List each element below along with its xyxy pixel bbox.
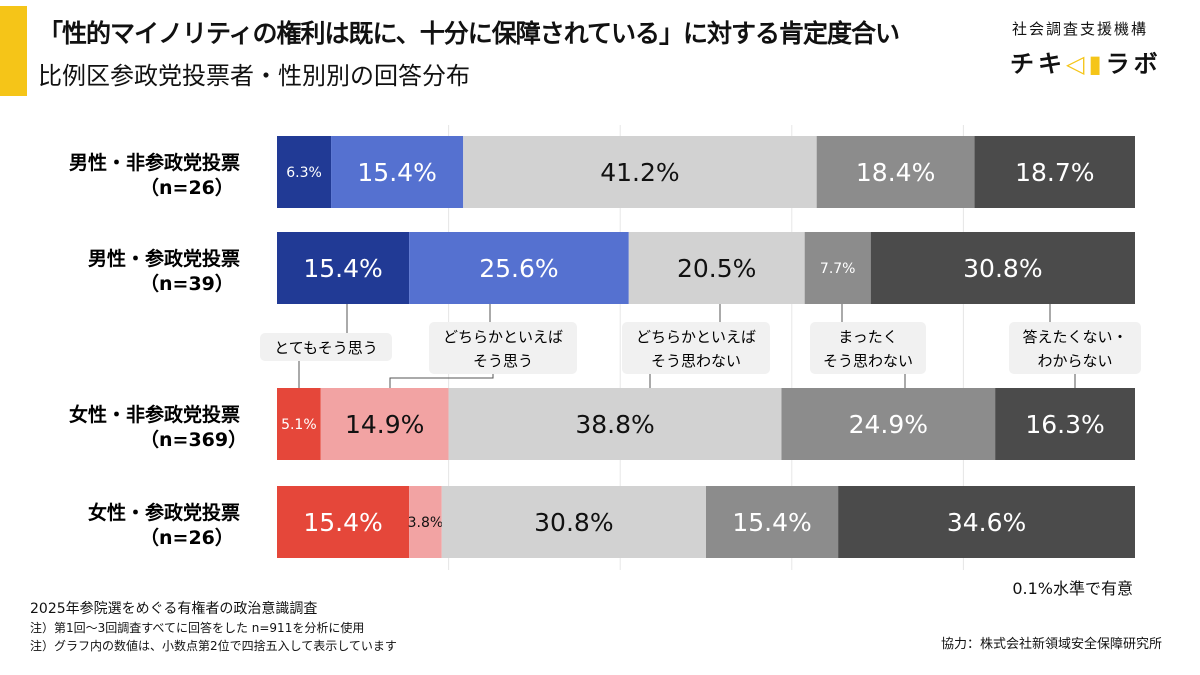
data-label: 20.5% [677, 254, 756, 283]
row-n: （n=369） [140, 428, 247, 451]
credit: 協力：株式会社新領域安全保障研究所 [940, 637, 1162, 652]
row-n: （n=39） [140, 272, 234, 295]
legend-label: そう思う [473, 352, 533, 370]
data-label: 15.4% [303, 254, 382, 283]
data-label: 5.1% [281, 417, 317, 433]
bar-segment [781, 388, 996, 460]
data-label: 24.9% [849, 410, 928, 439]
data-label: 14.9% [345, 410, 424, 439]
row-label: 女性・非参政党投票 [69, 403, 240, 426]
data-label: 34.6% [947, 508, 1026, 537]
bar-segment [277, 486, 410, 558]
bar-segment [441, 486, 706, 558]
bar-segment [995, 388, 1135, 460]
row-label: 男性・非参政党投票 [69, 151, 240, 174]
callout-line [389, 374, 494, 388]
legend-box [1009, 322, 1141, 374]
bar-segment [804, 232, 871, 304]
bar-segment [870, 232, 1135, 304]
legend-label: どちらかといえば [636, 328, 756, 346]
legend-label: どちらかといえば [443, 328, 563, 346]
bar-segment [277, 232, 410, 304]
bar-segment [448, 388, 782, 460]
bar-segment [706, 486, 839, 558]
survey-name: 2025年参院選をめぐる有権者の政治意識調査 [30, 601, 318, 617]
data-label: 30.8% [963, 254, 1042, 283]
data-label: 41.2% [600, 158, 679, 187]
bar-segment [331, 136, 464, 208]
data-label: 18.7% [1015, 158, 1094, 187]
data-label: 38.8% [575, 410, 654, 439]
bar-segment [974, 136, 1135, 208]
data-label: 7.7% [820, 261, 856, 277]
row-n: （n=26） [140, 526, 234, 549]
logo: チキ◁▮ラボ [1010, 50, 1162, 78]
org-name: 社会調査支援機構 [1012, 20, 1149, 38]
legend-label: とてもそう思う [274, 339, 378, 357]
row-label: 女性・参政党投票 [88, 501, 240, 524]
bar-segment [320, 388, 449, 460]
legend-label: まったく [838, 328, 897, 346]
chart-subtitle: 比例区参政党投票者・性別別の回答分布 [38, 62, 470, 90]
bar-segment [277, 388, 321, 460]
data-label: 15.4% [732, 508, 811, 537]
bar-segment [409, 232, 629, 304]
legend-box [429, 322, 577, 374]
data-label: 6.3% [286, 165, 322, 181]
data-label: 3.8% [408, 515, 444, 531]
footnote-1: 注）第1回～3回調査すべてに回答をした n=911を分析に使用 [30, 621, 365, 635]
row-n: （n=26） [140, 176, 234, 199]
row-label: 男性・参政党投票 [88, 247, 240, 270]
legend-label: そう思わない [651, 352, 741, 370]
data-label: 18.4% [856, 158, 935, 187]
bar-segment [463, 136, 817, 208]
data-label: 30.8% [534, 508, 613, 537]
legend-box [260, 333, 392, 361]
data-label: 25.6% [479, 254, 558, 283]
legend-box [810, 322, 926, 374]
bar-segment [277, 136, 332, 208]
legend-label: 答えたくない・ [1022, 328, 1127, 346]
accent-bar [0, 6, 27, 96]
data-label: 15.4% [357, 158, 436, 187]
legend-label: そう思わない [823, 352, 913, 370]
legend-box [622, 322, 770, 374]
chart-title: 「性的マイノリティの権利は既に、十分に保障されている」に対する肯定度合い [38, 19, 900, 48]
bar-segment [838, 486, 1135, 558]
bar-segment [409, 486, 442, 558]
significance-note: 0.1%水準で有意 [1012, 579, 1133, 598]
bar-segment [628, 232, 805, 304]
bar-segment [816, 136, 975, 208]
legend-label: わからない [1037, 352, 1112, 370]
footnote-2: 注）グラフ内の数値は、小数点第2位で四捨五入して表示しています [30, 639, 397, 653]
data-label: 16.3% [1025, 410, 1104, 439]
data-label: 15.4% [303, 508, 382, 537]
